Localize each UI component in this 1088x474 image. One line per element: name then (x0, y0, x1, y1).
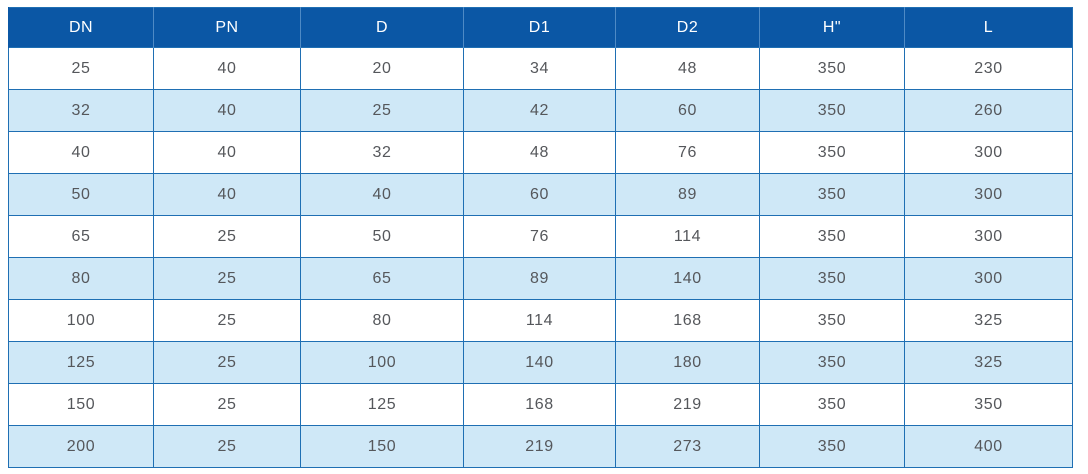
column-header-h: H" (759, 7, 905, 48)
cell-l: 300 (904, 257, 1073, 300)
table-row: 40 40 32 48 76 350 300 (8, 131, 1073, 174)
cell-pn: 25 (153, 299, 301, 342)
cell-d1: 48 (463, 131, 616, 174)
cell-dn: 40 (8, 131, 154, 174)
cell-pn: 25 (153, 425, 301, 468)
cell-pn: 40 (153, 47, 301, 90)
cell-h: 350 (759, 131, 905, 174)
cell-d1: 34 (463, 47, 616, 90)
cell-dn: 100 (8, 299, 154, 342)
cell-l: 300 (904, 173, 1073, 216)
cell-dn: 25 (8, 47, 154, 90)
cell-d2: 60 (615, 89, 760, 132)
dimension-spec-table: DN PN D D1 D2 H" L 25 40 20 34 48 350 230 32 40 25 42 60 3… (8, 7, 1073, 468)
cell-d1: 42 (463, 89, 616, 132)
cell-l: 350 (904, 383, 1073, 426)
table-row: 80 25 65 89 140 350 300 (8, 257, 1073, 300)
cell-h: 350 (759, 425, 905, 468)
table-row: 65 25 50 76 114 350 300 (8, 215, 1073, 258)
cell-l: 300 (904, 215, 1073, 258)
table-row: 125 25 100 140 180 350 325 (8, 341, 1073, 384)
column-header-d: D (300, 7, 464, 48)
cell-l: 300 (904, 131, 1073, 174)
cell-d1: 60 (463, 173, 616, 216)
column-header-l: L (904, 7, 1073, 48)
cell-h: 350 (759, 299, 905, 342)
cell-d2: 273 (615, 425, 760, 468)
cell-dn: 200 (8, 425, 154, 468)
cell-dn: 150 (8, 383, 154, 426)
cell-d1: 140 (463, 341, 616, 384)
cell-d2: 89 (615, 173, 760, 216)
cell-h: 350 (759, 173, 905, 216)
cell-d: 125 (300, 383, 464, 426)
table-row: 150 25 125 168 219 350 350 (8, 383, 1073, 426)
column-header-dn: DN (8, 7, 154, 48)
table-header: DN PN D D1 D2 H" L (8, 7, 1073, 48)
cell-d2: 48 (615, 47, 760, 90)
cell-d1: 76 (463, 215, 616, 258)
table-row: 50 40 40 60 89 350 300 (8, 173, 1073, 216)
cell-d: 32 (300, 131, 464, 174)
table-row: 200 25 150 219 273 350 400 (8, 425, 1073, 468)
cell-l: 400 (904, 425, 1073, 468)
cell-pn: 25 (153, 383, 301, 426)
cell-pn: 40 (153, 131, 301, 174)
cell-h: 350 (759, 47, 905, 90)
cell-dn: 125 (8, 341, 154, 384)
cell-pn: 25 (153, 215, 301, 258)
cell-d: 80 (300, 299, 464, 342)
cell-d: 25 (300, 89, 464, 132)
cell-d: 20 (300, 47, 464, 90)
cell-l: 260 (904, 89, 1073, 132)
cell-h: 350 (759, 383, 905, 426)
cell-d2: 114 (615, 215, 760, 258)
column-header-pn: PN (153, 7, 301, 48)
cell-pn: 40 (153, 89, 301, 132)
cell-d2: 140 (615, 257, 760, 300)
cell-h: 350 (759, 341, 905, 384)
cell-d: 40 (300, 173, 464, 216)
cell-dn: 32 (8, 89, 154, 132)
table-row: 32 40 25 42 60 350 260 (8, 89, 1073, 132)
cell-dn: 50 (8, 173, 154, 216)
cell-pn: 40 (153, 173, 301, 216)
cell-l: 230 (904, 47, 1073, 90)
cell-d: 65 (300, 257, 464, 300)
cell-d: 100 (300, 341, 464, 384)
cell-d2: 180 (615, 341, 760, 384)
header-row: DN PN D D1 D2 H" L (8, 7, 1073, 48)
cell-d2: 219 (615, 383, 760, 426)
cell-dn: 80 (8, 257, 154, 300)
cell-pn: 25 (153, 257, 301, 300)
cell-d: 50 (300, 215, 464, 258)
table-row: 25 40 20 34 48 350 230 (8, 47, 1073, 90)
table-row: 100 25 80 114 168 350 325 (8, 299, 1073, 342)
table-body: 25 40 20 34 48 350 230 32 40 25 42 60 350 260 40 40 32 48… (8, 47, 1073, 468)
column-header-d1: D1 (463, 7, 616, 48)
cell-h: 350 (759, 257, 905, 300)
cell-l: 325 (904, 299, 1073, 342)
cell-l: 325 (904, 341, 1073, 384)
cell-d2: 168 (615, 299, 760, 342)
cell-dn: 65 (8, 215, 154, 258)
cell-d1: 114 (463, 299, 616, 342)
cell-h: 350 (759, 89, 905, 132)
cell-d1: 89 (463, 257, 616, 300)
cell-pn: 25 (153, 341, 301, 384)
cell-d: 150 (300, 425, 464, 468)
column-header-d2: D2 (615, 7, 760, 48)
cell-d1: 168 (463, 383, 616, 426)
cell-d2: 76 (615, 131, 760, 174)
cell-h: 350 (759, 215, 905, 258)
cell-d1: 219 (463, 425, 616, 468)
